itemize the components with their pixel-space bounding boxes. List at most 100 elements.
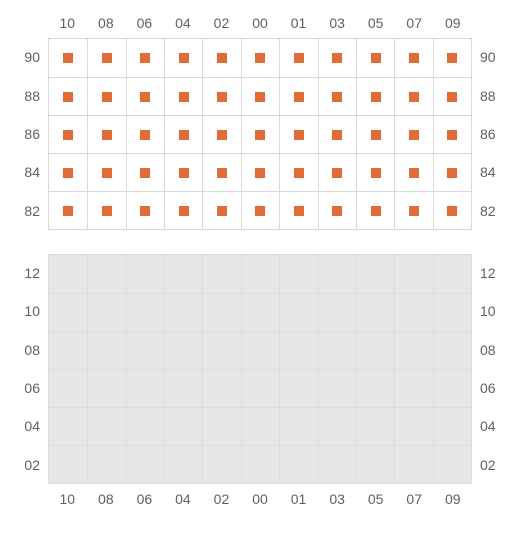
axis-tick-label: 08 xyxy=(87,15,126,31)
grid-cell xyxy=(126,39,164,77)
data-marker xyxy=(332,53,342,63)
grid-cell xyxy=(126,369,164,407)
data-marker xyxy=(371,168,381,178)
grid-cell xyxy=(164,77,202,115)
grid-cell xyxy=(394,293,432,331)
grid-cell xyxy=(433,39,471,77)
data-marker xyxy=(217,53,227,63)
grid-cell xyxy=(279,153,317,191)
axis-tick-label: 01 xyxy=(279,491,318,507)
data-marker xyxy=(63,53,73,63)
axis-tick-label: 04 xyxy=(10,407,40,445)
grid-cell xyxy=(318,153,356,191)
grid-cell xyxy=(318,77,356,115)
grid-cell xyxy=(279,115,317,153)
grid-cell xyxy=(164,407,202,445)
axis-tick-label: 86 xyxy=(480,115,510,153)
data-marker xyxy=(63,92,73,102)
top-panel: 9088868482 9088868482 xyxy=(10,38,510,230)
data-marker xyxy=(332,206,342,216)
data-marker xyxy=(447,206,457,216)
grid-cell xyxy=(394,407,432,445)
grid-cell xyxy=(126,293,164,331)
axis-tick-label: 08 xyxy=(87,491,126,507)
grid-cell xyxy=(433,255,471,293)
grid-cell xyxy=(394,331,432,369)
grid-cell xyxy=(394,77,432,115)
grid-cell xyxy=(356,293,394,331)
data-marker xyxy=(409,168,419,178)
data-marker xyxy=(409,53,419,63)
data-marker xyxy=(140,168,150,178)
grid-cell xyxy=(126,445,164,483)
data-marker xyxy=(179,168,189,178)
axis-tick-label: 82 xyxy=(10,192,40,230)
axis-tick-label: 10 xyxy=(480,292,510,330)
grid-cell xyxy=(279,255,317,293)
axis-tick-label: 02 xyxy=(202,15,241,31)
data-marker xyxy=(140,53,150,63)
y-axis-labels-right: 9088868482 xyxy=(472,38,510,230)
grid-cell xyxy=(241,153,279,191)
grid-cell xyxy=(394,445,432,483)
axis-tick-label: 00 xyxy=(241,15,280,31)
grid-cell xyxy=(394,191,432,229)
bottom-x-axis: 1008060402000103050709 xyxy=(10,484,510,514)
grid-cell xyxy=(433,407,471,445)
grid-cell xyxy=(318,115,356,153)
grid-cell xyxy=(164,115,202,153)
data-marker xyxy=(371,53,381,63)
grid-cell xyxy=(433,293,471,331)
grid-cell xyxy=(394,255,432,293)
grid-cell xyxy=(202,77,240,115)
grid-cell xyxy=(394,39,432,77)
data-marker xyxy=(332,92,342,102)
grid-cell xyxy=(433,191,471,229)
grid-cell xyxy=(87,191,125,229)
grid-cell xyxy=(433,445,471,483)
grid-cell xyxy=(87,293,125,331)
grid-cell xyxy=(49,153,87,191)
grid-cell xyxy=(87,153,125,191)
grid-cell xyxy=(241,331,279,369)
grid-cell xyxy=(356,77,394,115)
data-marker xyxy=(447,168,457,178)
axis-tick-label: 12 xyxy=(480,254,510,292)
grid-cell xyxy=(356,369,394,407)
grid-cell xyxy=(126,115,164,153)
data-marker xyxy=(217,206,227,216)
grid-cell xyxy=(49,115,87,153)
data-marker xyxy=(332,168,342,178)
grid-cell xyxy=(241,191,279,229)
axis-tick-label: 08 xyxy=(480,331,510,369)
grid-cell xyxy=(356,153,394,191)
grid-cell xyxy=(49,77,87,115)
grid-cell xyxy=(241,115,279,153)
grid-cell xyxy=(87,115,125,153)
grid-cell xyxy=(164,39,202,77)
axis-tick-label: 09 xyxy=(433,491,472,507)
data-marker xyxy=(140,130,150,140)
data-marker xyxy=(217,168,227,178)
axis-tick-label: 04 xyxy=(480,407,510,445)
grid-cell xyxy=(279,293,317,331)
axis-tick-label: 10 xyxy=(10,292,40,330)
data-marker xyxy=(102,53,112,63)
grid-cell xyxy=(49,407,87,445)
data-marker xyxy=(140,206,150,216)
data-marker xyxy=(179,92,189,102)
axis-tick-label: 88 xyxy=(480,76,510,114)
axis-tick-label: 09 xyxy=(433,15,472,31)
grid-cell xyxy=(279,407,317,445)
grid-cell xyxy=(241,445,279,483)
grid-cell xyxy=(49,293,87,331)
axis-tick-label: 07 xyxy=(395,491,434,507)
grid-cell xyxy=(202,293,240,331)
grid-cell xyxy=(279,77,317,115)
x-axis-labels-top: 1008060402000103050709 xyxy=(48,15,472,31)
grid-cell xyxy=(394,115,432,153)
grid-cell xyxy=(164,255,202,293)
grid-cell xyxy=(202,255,240,293)
data-marker xyxy=(409,92,419,102)
axis-tick-label: 02 xyxy=(10,446,40,484)
